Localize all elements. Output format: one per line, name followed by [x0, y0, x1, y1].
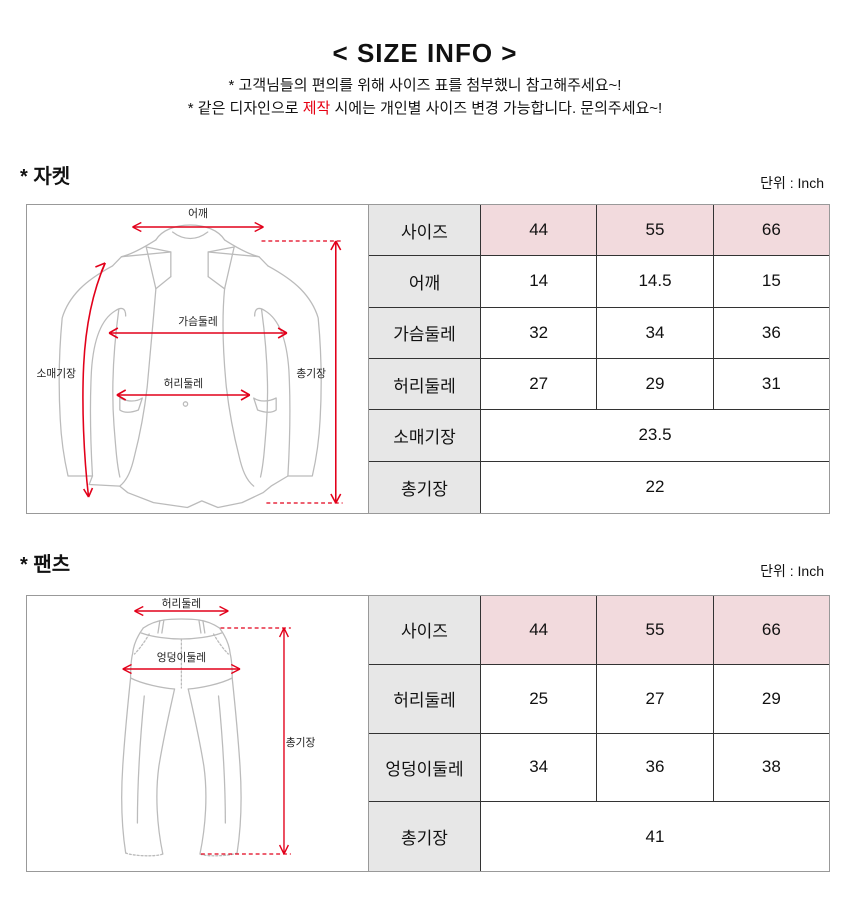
svg-text:총기장: 총기장	[286, 736, 316, 749]
svg-text:소매기장: 소매기장	[37, 367, 77, 380]
svg-text:어깨: 어깨	[188, 207, 208, 220]
svg-text:총기장: 총기장	[296, 367, 326, 380]
svg-text:허리둘레: 허리둘레	[164, 377, 204, 390]
svg-text:가슴둘레: 가슴둘레	[178, 315, 218, 328]
svg-text:허리둘레: 허리둘레	[162, 597, 202, 610]
svg-text:엉덩이둘레: 엉덩이둘레	[157, 651, 206, 664]
